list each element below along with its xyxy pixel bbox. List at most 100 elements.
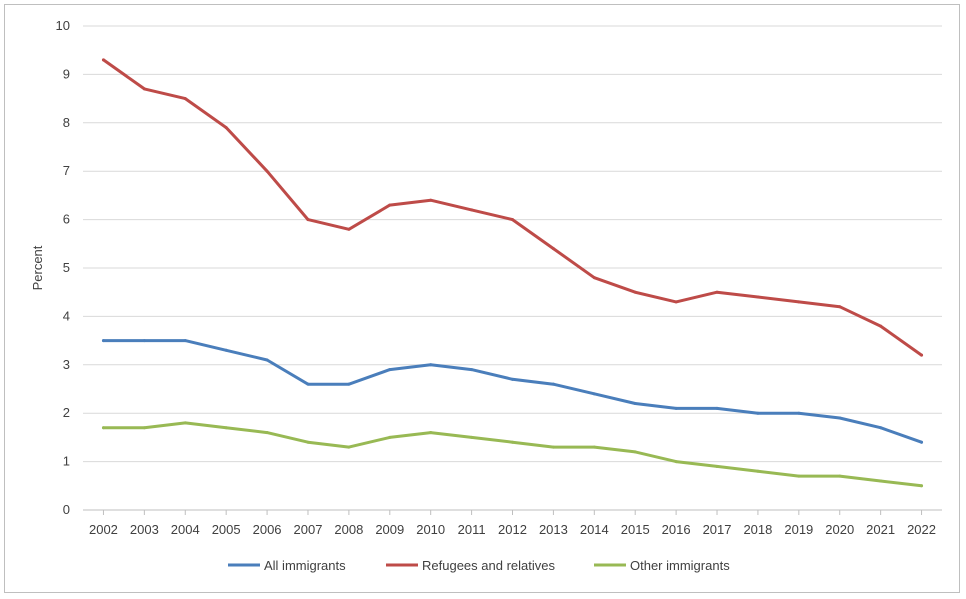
data-point xyxy=(347,382,351,386)
data-point xyxy=(224,426,228,430)
data-point xyxy=(592,276,596,280)
data-point xyxy=(797,474,801,478)
data-point xyxy=(265,169,269,173)
data-point xyxy=(920,353,924,357)
y-tick-labels: 0 1 2 3 4 5 6 7 8 9 10 xyxy=(56,18,70,517)
data-point xyxy=(429,431,433,435)
legend-entry: Refugees and relatives xyxy=(422,558,555,573)
x-tick-label: 2018 xyxy=(743,522,772,537)
data-point xyxy=(838,474,842,478)
y-axis-label: Percent xyxy=(30,245,45,290)
data-point xyxy=(797,411,801,415)
data-point xyxy=(797,300,801,304)
data-point xyxy=(142,87,146,91)
series-lines xyxy=(101,58,924,488)
x-tick-label: 2013 xyxy=(539,522,568,537)
y-tick-label: 1 xyxy=(63,454,70,469)
x-tick-labels: 2002 2003 2004 2005 2006 2007 2008 2009 2010 2011… xyxy=(89,510,936,537)
x-tick-label: 2016 xyxy=(662,522,691,537)
x-tick-label: 2015 xyxy=(621,522,650,537)
data-point xyxy=(306,440,310,444)
data-point xyxy=(633,450,637,454)
chart-frame xyxy=(4,4,960,593)
data-point xyxy=(592,392,596,396)
legend-entry: Other immigrants xyxy=(630,558,730,573)
data-point xyxy=(142,339,146,343)
y-tick-label: 4 xyxy=(63,308,70,323)
x-tick-label: 2022 xyxy=(907,522,936,537)
data-point xyxy=(470,435,474,439)
data-point xyxy=(920,484,924,488)
data-point xyxy=(388,368,392,372)
y-tick-label: 6 xyxy=(63,212,70,227)
data-point xyxy=(265,358,269,362)
x-tick-label: 2019 xyxy=(784,522,813,537)
data-point xyxy=(429,363,433,367)
data-point xyxy=(756,469,760,473)
data-point xyxy=(265,431,269,435)
x-tick-label: 2009 xyxy=(375,522,404,537)
data-point xyxy=(183,339,187,343)
legend-entry: All immigrants xyxy=(264,558,346,573)
x-tick-label: 2004 xyxy=(171,522,200,537)
data-point xyxy=(470,368,474,372)
data-point xyxy=(551,382,555,386)
legend: All immigrants Refugees and relatives Othe… xyxy=(228,558,730,573)
data-point xyxy=(551,445,555,449)
data-point xyxy=(879,426,883,430)
data-point xyxy=(142,426,146,430)
data-point xyxy=(551,247,555,251)
x-tick-label: 2007 xyxy=(294,522,323,537)
y-tick-label: 0 xyxy=(63,502,70,517)
data-point xyxy=(879,479,883,483)
data-point xyxy=(224,126,228,130)
data-point xyxy=(388,203,392,207)
x-tick-label: 2012 xyxy=(498,522,527,537)
data-point xyxy=(511,440,514,444)
y-tick-label: 2 xyxy=(63,405,70,420)
data-point xyxy=(511,377,514,381)
series-line-2 xyxy=(102,58,923,357)
data-point xyxy=(879,324,883,328)
x-tick-label: 2008 xyxy=(334,522,363,537)
data-point xyxy=(388,435,392,439)
data-point xyxy=(511,218,514,222)
y-tick-label: 5 xyxy=(63,260,70,275)
x-tick-label: 2017 xyxy=(703,522,732,537)
data-point xyxy=(101,339,105,343)
data-point xyxy=(715,464,719,468)
data-point xyxy=(429,198,433,202)
data-point xyxy=(470,208,474,212)
data-point xyxy=(838,416,842,420)
data-point xyxy=(756,411,760,415)
x-tick-label: 2006 xyxy=(253,522,282,537)
x-tick-label: 2003 xyxy=(130,522,159,537)
data-point xyxy=(224,348,228,352)
x-tick-label: 2020 xyxy=(825,522,854,537)
data-point xyxy=(838,305,842,309)
y-tick-label: 10 xyxy=(56,18,70,33)
data-point xyxy=(674,300,678,304)
data-point xyxy=(674,460,678,464)
x-tick-label: 2014 xyxy=(580,522,609,537)
x-tick-label: 2011 xyxy=(458,522,486,537)
y-tick-label: 8 xyxy=(63,115,70,130)
x-tick-label: 2005 xyxy=(212,522,241,537)
data-point xyxy=(101,426,105,430)
data-point xyxy=(633,290,637,294)
data-point xyxy=(715,406,719,410)
data-point xyxy=(633,402,637,406)
data-point xyxy=(920,440,924,444)
data-point xyxy=(592,445,596,449)
x-tick-label: 2010 xyxy=(416,522,445,537)
y-tick-label: 7 xyxy=(63,163,70,178)
x-tick-label: 2021 xyxy=(866,522,895,537)
data-point xyxy=(756,295,760,299)
data-point xyxy=(101,58,105,62)
data-point xyxy=(183,97,187,101)
data-point xyxy=(306,382,310,386)
gridlines xyxy=(83,25,942,511)
data-point xyxy=(347,445,351,449)
x-tick-label: 2002 xyxy=(89,522,118,537)
